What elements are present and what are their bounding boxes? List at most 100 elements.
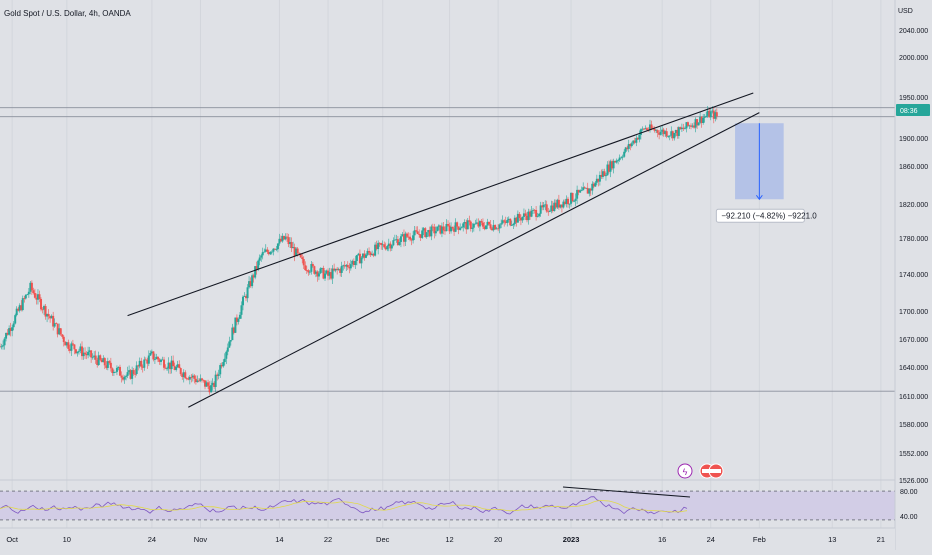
candle-up[interactable] [670,131,673,136]
candle-down[interactable] [608,164,611,172]
candle-up[interactable] [463,222,466,224]
candle-up[interactable] [422,228,425,231]
candle-up[interactable] [604,175,607,177]
candle-down[interactable] [416,231,419,235]
candle-up[interactable] [269,252,272,255]
candle-up[interactable] [102,358,105,363]
candle-down[interactable] [503,220,506,222]
candle-down[interactable] [419,234,422,238]
candle-up[interactable] [559,204,562,208]
candle-up[interactable] [478,221,481,227]
candle-up[interactable] [126,372,129,376]
candle-up[interactable] [58,328,61,335]
candle-up[interactable] [530,210,533,217]
candle-up[interactable] [460,227,463,229]
candle-up[interactable] [27,291,30,295]
candle-down[interactable] [232,327,235,333]
candle-up[interactable] [176,364,179,368]
candle-down[interactable] [676,129,679,136]
candle-down[interactable] [656,130,659,133]
candle-down[interactable] [363,253,366,258]
candle-down[interactable] [141,366,144,368]
candle-up[interactable] [413,230,416,236]
candle-down[interactable] [557,199,560,208]
candle-up[interactable] [191,375,194,378]
candle-down[interactable] [146,359,149,364]
candle-up[interactable] [243,296,246,297]
candle-down[interactable] [322,267,325,279]
candle-up[interactable] [219,365,222,375]
candle-down[interactable] [545,204,548,212]
candle-down[interactable] [626,147,629,149]
candle-down[interactable] [491,228,494,231]
candle-down[interactable] [245,296,248,299]
candle-up[interactable] [284,236,287,240]
candle-up[interactable] [222,362,225,367]
candle-down[interactable] [603,171,606,177]
candle-down[interactable] [428,229,431,237]
candle-down[interactable] [307,270,310,273]
candle-down[interactable] [40,299,43,310]
candle-up[interactable] [612,160,615,169]
candle-up[interactable] [317,273,320,277]
candle-down[interactable] [302,259,305,266]
candle-up[interactable] [659,131,662,135]
candle-up[interactable] [591,183,594,191]
candle-up[interactable] [527,211,530,221]
candle-down[interactable] [712,110,715,119]
candle-up[interactable] [308,271,311,273]
candle-up[interactable] [223,358,226,363]
candle-up[interactable] [196,380,199,383]
candle-up[interactable] [231,327,234,341]
candle-down[interactable] [489,224,492,229]
candle-down[interactable] [304,265,307,271]
candle-down[interactable] [156,356,159,360]
candle-up[interactable] [466,220,469,230]
candle-down[interactable] [589,188,592,191]
candle-up[interactable] [5,332,8,339]
candle-up[interactable] [425,232,428,237]
candle-down[interactable] [197,380,200,382]
candle-up[interactable] [620,157,623,159]
candle-down[interactable] [577,189,580,193]
candle-up[interactable] [155,356,158,360]
candle-up[interactable] [354,260,357,265]
candle-up[interactable] [437,225,440,227]
candle-up[interactable] [398,241,401,246]
candle-up[interactable] [320,267,323,269]
candle-up[interactable] [664,131,667,135]
candle-down[interactable] [235,317,238,322]
candle-up[interactable] [46,313,49,317]
candle-up[interactable] [386,246,389,250]
candle-up[interactable] [278,238,281,244]
candle-up[interactable] [609,161,612,172]
candle-up[interactable] [641,128,644,130]
candle-down[interactable] [0,346,1,348]
rsi-pane[interactable] [0,486,895,521]
candle-up[interactable] [125,375,128,377]
candle-down[interactable] [132,370,135,374]
candle-down[interactable] [120,375,123,378]
candle-up[interactable] [436,226,439,232]
candle-up[interactable] [395,239,398,241]
candle-up[interactable] [210,385,213,393]
candle-up[interactable] [91,356,94,358]
candle-up[interactable] [14,315,17,324]
candle-down[interactable] [140,360,143,367]
candle-up[interactable] [486,221,489,226]
candle-down[interactable] [316,271,319,277]
candle-down[interactable] [679,127,682,130]
candle-up[interactable] [644,128,647,130]
candle-up[interactable] [2,345,5,347]
candle-down[interactable] [84,352,87,354]
horizontal-lines[interactable] [0,107,895,392]
candle-up[interactable] [638,134,641,140]
candle-up[interactable] [501,220,504,224]
candle-up[interactable] [251,275,254,287]
candle-up[interactable] [15,308,18,316]
candle-down[interactable] [208,385,211,393]
candle-down[interactable] [380,243,383,246]
candle-up[interactable] [606,164,609,176]
candle-up[interactable] [106,361,109,368]
